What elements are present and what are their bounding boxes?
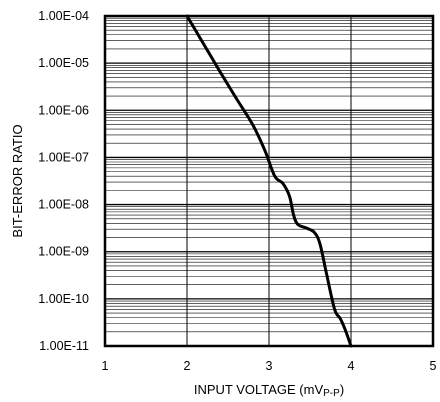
- y-tick-label: 1.00E-09: [38, 245, 89, 259]
- y-tick-label: 1.00E-11: [39, 339, 89, 353]
- y-tick-label: 1.00E-08: [38, 198, 89, 212]
- y-tick-label: 1.00E-06: [38, 103, 89, 117]
- x-tick-label: 4: [348, 359, 355, 373]
- y-axis-label: BIT-ERROR RATIO: [10, 124, 25, 237]
- y-tick-label: 1.00E-05: [38, 56, 89, 70]
- x-axis-label-sub: P-P: [323, 388, 340, 399]
- x-axis-label-close: ): [340, 382, 344, 397]
- tick-labels: 1.00E-04 1.00E-05 1.00E-06 1.00E-07 1.00E-08…: [38, 9, 436, 373]
- x-tick-label: 2: [184, 359, 191, 373]
- x-axis-label: INPUT VOLTAGE (mVP-P): [194, 382, 344, 399]
- x-tick-label: 5: [430, 359, 437, 373]
- x-tick-label: 3: [266, 359, 273, 373]
- y-tick-label: 1.00E-04: [38, 9, 89, 23]
- grid: [104, 15, 434, 347]
- x-axis-label-main: INPUT VOLTAGE (mV: [194, 382, 324, 397]
- x-tick-label: 1: [102, 359, 109, 373]
- y-tick-label: 1.00E-10: [38, 292, 89, 306]
- series-line: [185, 14, 353, 348]
- y-tick-label: 1.00E-07: [38, 150, 89, 164]
- plot-frame: [103, 14, 435, 348]
